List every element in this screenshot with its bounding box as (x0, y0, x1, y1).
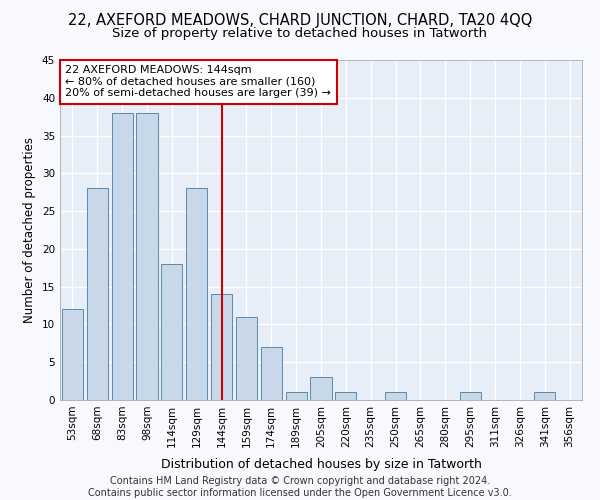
Text: Contains HM Land Registry data © Crown copyright and database right 2024.
Contai: Contains HM Land Registry data © Crown c… (88, 476, 512, 498)
Bar (460, 392, 481, 400)
Bar (534, 392, 555, 400)
Bar (261, 347, 282, 400)
Bar (112, 113, 133, 400)
Bar (87, 188, 108, 400)
Bar (62, 310, 83, 400)
Y-axis label: Number of detached properties: Number of detached properties (23, 137, 37, 323)
Bar (136, 113, 158, 400)
Bar (335, 392, 356, 400)
Bar (236, 317, 257, 400)
Bar (286, 392, 307, 400)
Bar (385, 392, 406, 400)
X-axis label: Distribution of detached houses by size in Tatworth: Distribution of detached houses by size … (161, 458, 481, 471)
Bar (211, 294, 232, 400)
Bar (186, 188, 207, 400)
Bar (310, 378, 332, 400)
Bar (161, 264, 182, 400)
Text: 22 AXEFORD MEADOWS: 144sqm
← 80% of detached houses are smaller (160)
20% of sem: 22 AXEFORD MEADOWS: 144sqm ← 80% of deta… (65, 65, 331, 98)
Text: 22, AXEFORD MEADOWS, CHARD JUNCTION, CHARD, TA20 4QQ: 22, AXEFORD MEADOWS, CHARD JUNCTION, CHA… (68, 12, 532, 28)
Text: Size of property relative to detached houses in Tatworth: Size of property relative to detached ho… (113, 28, 487, 40)
